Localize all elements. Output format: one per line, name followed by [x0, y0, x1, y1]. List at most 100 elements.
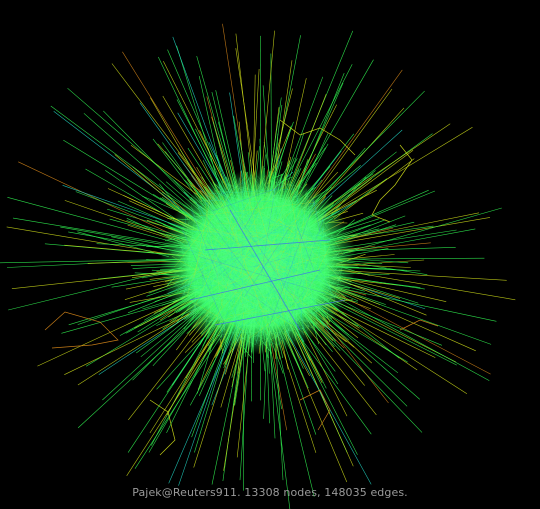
edge	[234, 243, 269, 340]
edge	[302, 257, 306, 296]
edge	[190, 207, 268, 256]
edge	[261, 261, 289, 337]
edge	[265, 222, 286, 296]
edge	[202, 246, 303, 303]
edge	[322, 234, 332, 297]
edge	[237, 253, 339, 330]
edge	[268, 263, 294, 336]
edge	[226, 290, 304, 304]
edge	[244, 186, 283, 345]
edge	[258, 184, 288, 331]
edge	[239, 250, 282, 312]
edge	[218, 228, 275, 340]
edge	[233, 220, 312, 289]
edge	[260, 187, 276, 277]
edge	[236, 234, 273, 274]
edge	[250, 273, 257, 305]
edge	[197, 277, 304, 299]
graph-core	[160, 170, 356, 354]
edge	[267, 180, 303, 188]
edge	[207, 227, 226, 236]
edge	[199, 211, 215, 269]
edge	[208, 208, 235, 299]
edge	[270, 248, 280, 300]
edge	[213, 221, 289, 317]
edge	[241, 282, 298, 305]
edge	[198, 200, 303, 231]
edge	[245, 269, 289, 346]
edge	[183, 246, 262, 291]
edge	[236, 217, 298, 298]
edge	[182, 227, 262, 323]
edge	[249, 213, 305, 235]
edge	[305, 215, 308, 306]
edge	[244, 247, 339, 264]
edge	[259, 188, 331, 240]
edge	[176, 239, 243, 349]
core-edges	[171, 174, 346, 350]
edge	[218, 202, 240, 220]
edge	[267, 303, 331, 323]
edge	[239, 327, 307, 340]
edge	[307, 261, 316, 278]
edge	[255, 198, 293, 345]
edge	[258, 199, 310, 284]
edge	[180, 257, 319, 281]
edge	[181, 229, 279, 322]
edge	[293, 191, 298, 283]
edge	[280, 219, 315, 301]
edge	[290, 182, 324, 265]
edge	[212, 185, 285, 212]
edge	[257, 302, 292, 343]
edge	[301, 327, 348, 417]
outlier-path	[149, 399, 176, 456]
edge	[181, 180, 290, 285]
edge	[251, 305, 282, 327]
edge	[271, 198, 294, 339]
edge	[248, 248, 317, 279]
edge	[272, 282, 293, 323]
edge	[258, 326, 296, 346]
edge	[228, 218, 326, 274]
edge	[203, 236, 205, 297]
edge	[231, 210, 332, 240]
edge	[195, 244, 325, 260]
edge	[214, 215, 299, 256]
edge	[278, 246, 332, 307]
edge	[243, 220, 318, 282]
edge	[217, 250, 309, 265]
edge	[235, 316, 244, 330]
edge	[265, 287, 273, 335]
edge	[232, 331, 275, 333]
edge	[64, 314, 189, 375]
edge	[258, 222, 290, 284]
edge	[253, 231, 316, 329]
edge	[211, 263, 272, 294]
edge	[242, 200, 254, 229]
edge	[197, 205, 304, 253]
edge	[194, 221, 230, 268]
edge	[233, 195, 242, 262]
edge	[230, 265, 267, 303]
edge	[289, 244, 310, 284]
edge	[283, 213, 302, 297]
edge	[184, 256, 234, 270]
edge	[199, 215, 272, 287]
edge	[263, 256, 337, 297]
edge	[238, 294, 295, 334]
edge	[285, 209, 310, 337]
edge	[206, 213, 246, 217]
edge	[182, 275, 220, 317]
edge	[209, 228, 218, 326]
edge	[263, 233, 316, 311]
edge	[331, 290, 491, 375]
edge	[183, 220, 195, 298]
edge	[176, 45, 220, 186]
edge	[268, 199, 274, 238]
edge	[227, 301, 261, 310]
edge	[190, 197, 282, 231]
edge	[236, 212, 271, 315]
edge	[194, 280, 197, 320]
edge	[224, 245, 339, 266]
edge	[240, 181, 247, 195]
